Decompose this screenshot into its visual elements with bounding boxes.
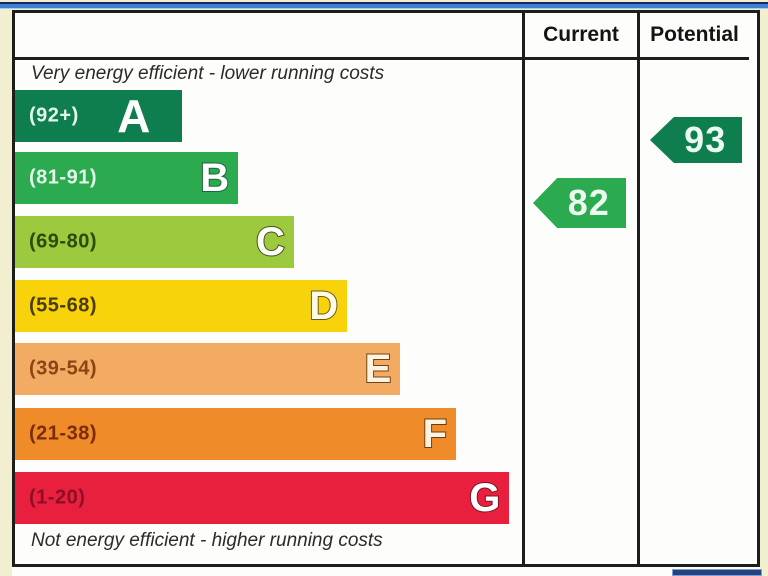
band-range-label: (1-20) <box>29 486 86 509</box>
band-range-label: (39-54) <box>29 357 97 380</box>
top-caption: Very energy efficient - lower running co… <box>31 63 385 84</box>
band-range-label: (55-68) <box>29 294 97 317</box>
rating-band-chart: Very energy efficient - lower running co… <box>15 60 522 564</box>
band-bar: (81-91) B <box>15 152 239 204</box>
band-bar: (55-68) D <box>15 280 348 332</box>
band-bar: (21-38) F <box>15 408 457 460</box>
band-letter: D <box>308 284 339 328</box>
band-row-d: (55-68) D <box>15 280 522 332</box>
band-row-f: (21-38) F <box>15 408 522 460</box>
band-letter: E <box>364 347 393 391</box>
current-arrow: 82 <box>533 178 626 228</box>
band-bar: (69-80) C <box>15 216 294 268</box>
potential-rating-column: 93 <box>637 60 749 564</box>
band-bar: (92+) A <box>15 90 183 142</box>
band-range-label: (21-38) <box>29 422 97 445</box>
band-row-a: (92+) A <box>15 90 522 142</box>
band-range-label: (81-91) <box>29 166 97 189</box>
band-letter: A <box>116 90 151 142</box>
bottom-caption: Not energy efficient - higher running co… <box>31 530 383 551</box>
current-rating-value: 82 <box>567 182 610 223</box>
bottom-strip <box>12 567 762 576</box>
energy-efficiency-rating-table: Current Potential Very energy efficient … <box>12 10 760 567</box>
header-potential-label: Potential <box>650 23 739 46</box>
header-potential: Potential <box>637 13 749 60</box>
top-divider-bar <box>0 2 768 9</box>
partial-next-section-bar <box>672 569 762 576</box>
band-range-label: (92+) <box>29 104 79 127</box>
band-row-g: (1-20) G <box>15 472 522 524</box>
band-letter: C <box>255 220 286 264</box>
band-range-label: (69-80) <box>29 230 97 253</box>
band-letter: F <box>422 412 448 456</box>
band-bar: (39-54) E <box>15 343 401 395</box>
header-chart-cell <box>15 13 522 60</box>
potential-rating-value: 93 <box>684 119 727 160</box>
band-row-e: (39-54) E <box>15 343 522 395</box>
current-rating-column: 82 <box>522 60 637 564</box>
header-current-label: Current <box>543 23 619 46</box>
band-letter: B <box>199 156 230 200</box>
header-current: Current <box>522 13 637 60</box>
band-letter: G <box>468 476 501 520</box>
band-row-c: (69-80) C <box>15 216 522 268</box>
band-row-b: (81-91) B <box>15 152 522 204</box>
band-bar: (1-20) G <box>15 472 510 524</box>
potential-arrow: 93 <box>650 117 742 163</box>
